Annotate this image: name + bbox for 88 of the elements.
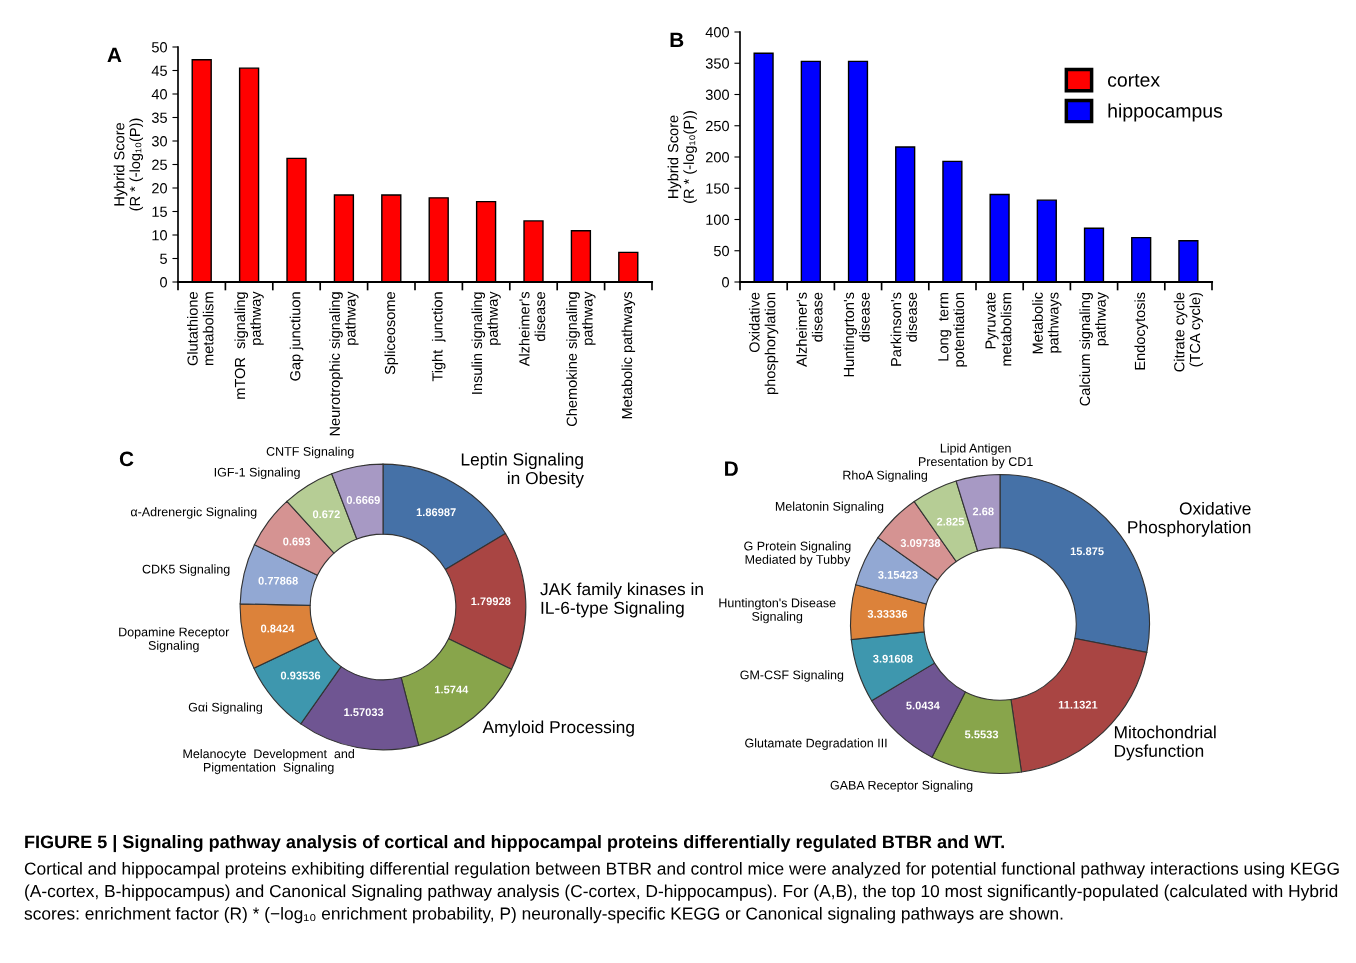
data-label: 0.8424 bbox=[260, 624, 295, 633]
data-label: 1.5744 bbox=[435, 685, 469, 694]
y-tick-label: 5 bbox=[160, 253, 167, 264]
chart-title: B bbox=[670, 32, 684, 48]
data-label: 0.93536 bbox=[280, 671, 321, 680]
data-label: 5.5533 bbox=[964, 730, 999, 739]
slice-label: Melanocyte Development and Pigmentation Signaling bbox=[183, 749, 354, 775]
slice-label: Dopamine Receptor Signaling bbox=[119, 627, 230, 653]
y-tick-label: 0 bbox=[722, 277, 730, 288]
data-label: 2.825 bbox=[936, 517, 965, 526]
slice-label: RhoA Signaling bbox=[843, 470, 928, 483]
data-label: 15.875 bbox=[1070, 547, 1104, 556]
data-label: 1.57033 bbox=[344, 708, 384, 717]
data-label: 3.15423 bbox=[878, 570, 918, 579]
x-tick-label: Alzheimer's disease bbox=[518, 291, 546, 367]
x-tick-label: Long term potentiation bbox=[938, 292, 968, 367]
data-label: 3.33336 bbox=[867, 609, 908, 618]
x-tick-label: Neurotrophic signaling pathway bbox=[329, 291, 359, 436]
x-tick-label: Pyruvate metabolism bbox=[985, 292, 1012, 366]
x-tick-label: Glutathione metabolism bbox=[187, 292, 214, 366]
y-tick-label: 150 bbox=[706, 183, 730, 194]
x-tick-label: Oxidative phosphorylation bbox=[748, 292, 779, 395]
slice-label: Gαi Signaling bbox=[188, 702, 262, 715]
x-tick-label: Tight junction bbox=[431, 292, 446, 382]
x-tick-label: Metabolic pathways bbox=[1032, 292, 1062, 354]
y-tick-label: 20 bbox=[152, 183, 168, 194]
y-tick-label: 30 bbox=[151, 136, 168, 147]
y-tick-label: 40 bbox=[151, 89, 168, 100]
slice-label: GM-CSF Signaling bbox=[740, 670, 844, 682]
x-tick-label: Calcium signaling pathway bbox=[1079, 292, 1109, 406]
data-label: 5.0434 bbox=[906, 701, 940, 710]
caption: FIGURE 5 | Signaling pathway analysis of cortical and hippocampal proteins differentially regulated BTBR and WT. bbox=[25, 835, 1004, 853]
slice-label: Mitochondrial Dysfunction bbox=[1114, 725, 1216, 761]
chart-title: C bbox=[119, 451, 134, 467]
y-tick-label: 300 bbox=[705, 89, 730, 100]
slice-label: Glutamate Degradation III bbox=[745, 738, 887, 750]
y-tick-label: 350 bbox=[705, 58, 730, 69]
slice-label: Melatonin Signaling bbox=[775, 501, 884, 514]
slice-label: Amyloid Processing bbox=[482, 720, 634, 737]
x-tick-label: Citrate cycle (TCA cycle) bbox=[1173, 292, 1204, 372]
y-tick-label: 50 bbox=[151, 42, 168, 53]
x-tick-label: Chemokine signaling pathway bbox=[566, 291, 596, 427]
x-tick-label: mTOR signaling pathway bbox=[234, 291, 264, 399]
data-label: 0.693 bbox=[283, 537, 311, 546]
data-label: 3.91608 bbox=[873, 654, 913, 663]
slice-label: GABA Receptor Signaling bbox=[830, 780, 973, 793]
slice-label: CNTF Signaling bbox=[266, 446, 354, 459]
y-tick-label: 45 bbox=[151, 65, 167, 76]
slice-label: G Protein Signaling Mediated by Tubby bbox=[744, 541, 851, 567]
x-tick-label: Spliceosome bbox=[384, 292, 399, 375]
data-label: 0.6669 bbox=[346, 496, 380, 504]
slice-label: Huntington's Disease Signaling bbox=[719, 598, 836, 624]
slice-label: Leptin Signaling in Obesity bbox=[461, 452, 584, 488]
y-tick-label: 25 bbox=[152, 159, 167, 170]
y-axis-title: Hybrid Score (R * (-log₁₀(P)) bbox=[113, 118, 144, 211]
y-tick-label: 50 bbox=[713, 245, 730, 257]
x-tick-label: Gap junctiuon bbox=[289, 292, 304, 381]
data-label: 0.672 bbox=[312, 510, 340, 519]
slice-label: IGF-1 Signaling bbox=[214, 467, 300, 480]
y-tick-label: 400 bbox=[705, 27, 730, 38]
chart-title: A bbox=[107, 47, 122, 63]
y-tick-label: 0 bbox=[160, 277, 168, 288]
data-label: 2.68 bbox=[972, 507, 994, 516]
slice-label: α-Adrenergic Signaling bbox=[130, 507, 257, 519]
x-tick-label: Insulin signaling pathway bbox=[471, 291, 501, 394]
text: Cortical and hippocampal proteins exhibiting differential regulation between BTBR and control mice were analyzed for potential functional pathway interactions using KEGG (A-cortex, B-hippocampus) and Canonical Signaling pathway analysis (C-cortex, D-hippocampus). For (A,B), the top 10 most significantly-populated (calculated with Hybrid scores: enrichment factor (R) * (−log₁₀ enrichment probability, P) neuronally-specific KEGG or Canonical signaling pathways are shown. bbox=[24, 862, 1339, 924]
slice-label: Lipid Antigen Presentation by CD1 bbox=[918, 443, 1033, 469]
x-tick-label: Endocytosis bbox=[1134, 292, 1148, 370]
y-tick-label: 10 bbox=[152, 230, 168, 241]
y-tick-label: 15 bbox=[152, 206, 167, 217]
slice-label: Oxidative Phosphorylation bbox=[1128, 501, 1251, 537]
legend-label: hippocampus bbox=[1108, 103, 1223, 122]
data-label: 1.79928 bbox=[471, 597, 511, 606]
slice-label: JAK family kinases in IL-6-type Signaling bbox=[540, 582, 703, 618]
data-label: 1.86987 bbox=[416, 508, 456, 517]
y-axis-title: Hybrid Score (R * (-log₁₀(P)) bbox=[667, 111, 697, 203]
y-tick-label: 100 bbox=[706, 214, 730, 225]
x-tick-label: Metabolic pathways bbox=[621, 291, 636, 419]
y-tick-label: 200 bbox=[705, 152, 730, 163]
x-tick-label: Alzheimer's disease bbox=[796, 292, 823, 367]
data-label: 11.1321 bbox=[1058, 700, 1098, 709]
legend-label: cortex bbox=[1107, 74, 1160, 87]
text: D bbox=[725, 461, 738, 476]
y-tick-label: 250 bbox=[705, 120, 730, 132]
y-tick-label: 35 bbox=[151, 112, 167, 123]
slice-label: CDK5 Signaling bbox=[142, 564, 230, 576]
data-label: 3.09738 bbox=[900, 539, 941, 547]
data-label: 0.77868 bbox=[258, 576, 298, 585]
